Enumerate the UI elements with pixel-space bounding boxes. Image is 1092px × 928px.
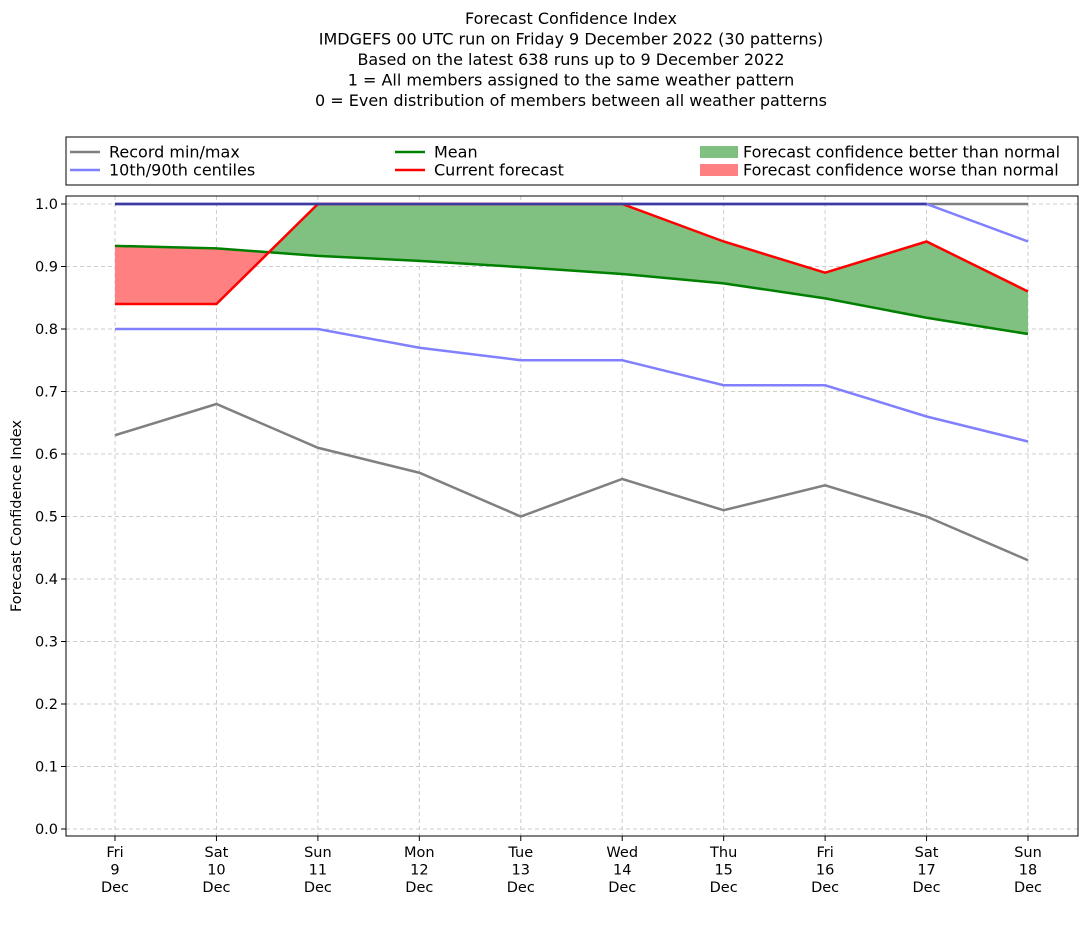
y-tick-label-7: 0.7 xyxy=(35,385,58,401)
x-tick-label-8-0: Sat xyxy=(915,845,939,861)
x-tick-label-2-1: 11 xyxy=(309,863,327,879)
title-line-1: IMDGEFS 00 UTC run on Friday 9 December … xyxy=(319,30,823,49)
x-tick-label-5-1: 14 xyxy=(613,863,631,879)
y-tick-label-4: 0.4 xyxy=(35,572,58,588)
series-p10-line xyxy=(115,327,1029,443)
legend-label-2: Mean xyxy=(434,143,478,162)
x-tick-label-0-1: 9 xyxy=(110,863,119,879)
series-record-min-line xyxy=(114,402,1029,562)
y-tick-label-2: 0.2 xyxy=(35,697,58,713)
x-tick-label-5-0: Wed xyxy=(606,845,638,861)
legend-label-4: Forecast confidence better than normal xyxy=(743,143,1060,162)
axes: 0.00.10.20.30.40.50.60.70.80.91.0Fri9Dec… xyxy=(9,195,1079,896)
y-axis-title: Forecast Confidence Index xyxy=(9,420,25,612)
x-tick-label-9-0: Sun xyxy=(1014,845,1042,861)
legend-label-3: Current forecast xyxy=(434,161,564,180)
x-tick-label-4-2: Dec xyxy=(507,880,535,896)
x-tick-label-5-2: Dec xyxy=(608,880,636,896)
title-line-3: 1 = All members assigned to the same wea… xyxy=(348,71,795,90)
x-tick-label-9-1: 18 xyxy=(1019,863,1037,879)
x-tick-label-8-1: 17 xyxy=(917,863,935,879)
x-tick-label-3-2: Dec xyxy=(405,880,433,896)
y-tick-label-1: 0.1 xyxy=(35,760,58,776)
legend-swatch-4 xyxy=(700,146,738,158)
legend-label-1: 10th/90th centiles xyxy=(109,161,255,180)
y-tick-label-8: 0.8 xyxy=(35,322,58,338)
x-tick-label-0-2: Dec xyxy=(101,880,129,896)
x-tick-label-2-2: Dec xyxy=(304,880,332,896)
x-tick-label-3-0: Mon xyxy=(404,845,435,861)
x-tick-label-3-1: 12 xyxy=(410,863,428,879)
y-tick-label-5: 0.5 xyxy=(35,510,58,526)
x-tick-label-9-2: Dec xyxy=(1014,880,1042,896)
x-tick-label-6-1: 15 xyxy=(714,863,732,879)
title-line-4: 0 = Even distribution of members between… xyxy=(315,91,827,110)
y-tick-label-3: 0.3 xyxy=(35,635,58,651)
y-tick-label-0: 0.0 xyxy=(35,822,58,838)
x-tick-label-7-1: 16 xyxy=(816,863,834,879)
y-tick-label-10: 1.0 xyxy=(35,197,58,213)
title-line-2: Based on the latest 638 runs up to 9 Dec… xyxy=(357,50,784,69)
legend-label-0: Record min/max xyxy=(109,143,240,162)
series-lines xyxy=(114,202,1029,562)
x-tick-label-7-0: Fri xyxy=(816,845,833,861)
title-line-0: Forecast Confidence Index xyxy=(465,9,677,28)
x-tick-label-6-0: Thu xyxy=(709,845,737,861)
x-tick-label-1-0: Sat xyxy=(205,845,229,861)
y-tick-label-6: 0.6 xyxy=(35,447,58,463)
legend-label-5: Forecast confidence worse than normal xyxy=(743,161,1059,180)
x-tick-label-6-2: Dec xyxy=(710,880,738,896)
x-tick-label-1-1: 10 xyxy=(207,863,225,879)
x-tick-label-7-2: Dec xyxy=(811,880,839,896)
chart-title: Forecast Confidence Index IMDGEFS 00 UTC … xyxy=(315,9,827,110)
x-tick-label-4-1: 13 xyxy=(512,863,530,879)
x-tick-label-0-0: Fri xyxy=(106,845,123,861)
fill-better-1 xyxy=(268,204,1028,334)
legend-frame xyxy=(65,136,1079,186)
legend-swatch-5 xyxy=(700,164,738,176)
x-tick-label-2-0: Sun xyxy=(304,845,332,861)
series-mean-line xyxy=(114,244,1029,336)
x-tick-label-4-0: Tue xyxy=(507,845,533,861)
x-tick-label-8-2: Dec xyxy=(913,880,941,896)
x-tick-label-1-2: Dec xyxy=(202,880,230,896)
y-tick-label-9: 0.9 xyxy=(35,260,58,276)
